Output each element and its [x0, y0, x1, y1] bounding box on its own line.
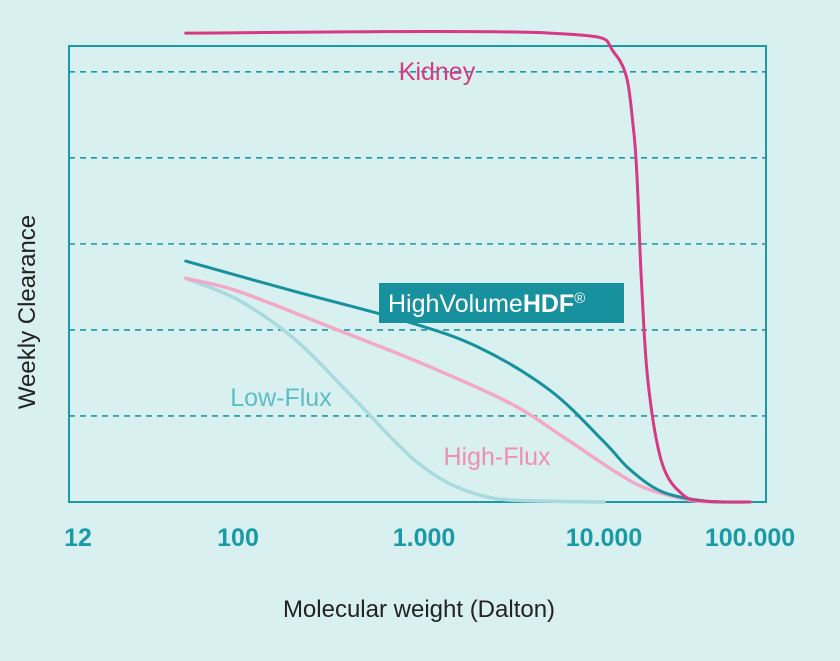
highvolumehdf-badge [379, 283, 624, 323]
x-tick-label: 10.000 [566, 524, 642, 552]
x-axis-label: Molecular weight (Dalton) [283, 596, 555, 623]
highvolumehdf-label-regular: HighVolume [388, 290, 523, 318]
x-tick-label: 12 [64, 524, 92, 552]
highvolumehdf-label-bold: HDF [523, 290, 574, 318]
plot-frame [68, 45, 767, 503]
curve-label-kidney: Kidney [399, 58, 476, 86]
series-line-low-flux [183, 276, 606, 504]
highvolumehdf-label: HighVolumeHDF® [379, 283, 624, 323]
series-curves [183, 30, 752, 504]
series-line-high-flux [183, 276, 720, 504]
x-tick-label: 100 [217, 524, 259, 552]
series-line-highvolumehdf [184, 259, 752, 504]
series-line-kidney [184, 30, 752, 504]
x-tick-labels: 12 100 1.000 10.000 100.000 [64, 524, 795, 552]
svg-text:HighVolumeHDF®: HighVolumeHDF® [388, 290, 585, 318]
gridlines [69, 71, 766, 417]
x-tick-label: 100.000 [705, 524, 795, 552]
curve-label-low-flux: Low-Flux [230, 384, 332, 412]
y-axis-label: Weekly Clearance [14, 215, 41, 409]
curve-label-high-flux: High-Flux [444, 443, 551, 471]
x-tick-label: 1.000 [393, 524, 456, 552]
registered-mark: ® [574, 290, 585, 307]
